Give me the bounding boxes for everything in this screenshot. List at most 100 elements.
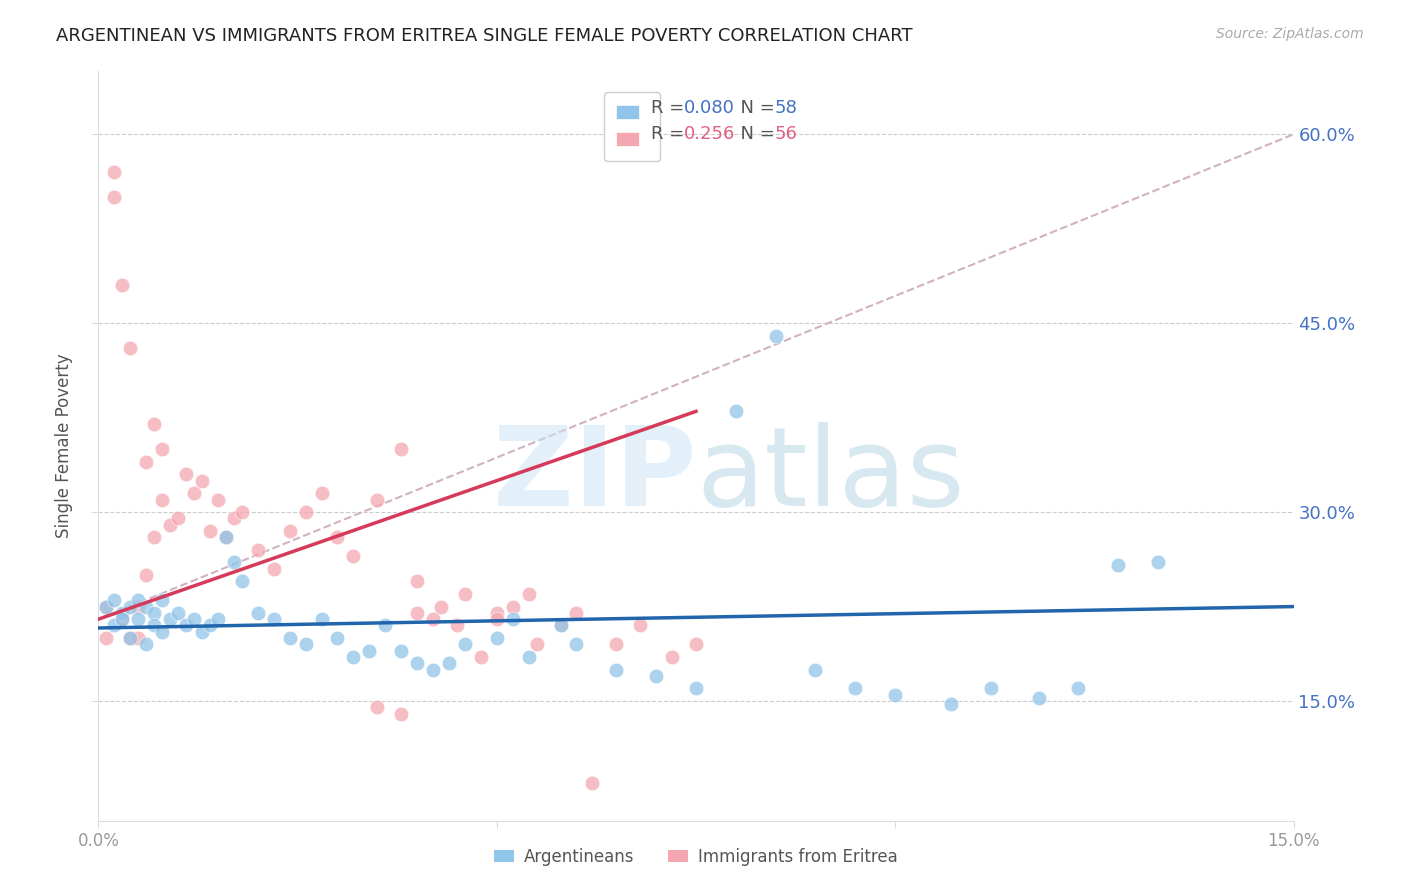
Point — [342, 649, 364, 664]
Text: R =: R = — [651, 99, 689, 117]
Point — [135, 637, 157, 651]
Point — [127, 612, 149, 626]
Point — [517, 649, 540, 664]
Point — [207, 612, 229, 626]
Point — [406, 574, 429, 589]
Point — [311, 486, 333, 500]
Point — [502, 599, 524, 614]
Point — [215, 530, 238, 544]
Point — [939, 697, 962, 711]
Point — [135, 568, 157, 582]
Point — [724, 404, 747, 418]
Point — [263, 612, 285, 626]
Point — [605, 663, 627, 677]
Point — [422, 612, 444, 626]
Point — [565, 606, 588, 620]
Point — [581, 776, 603, 790]
Point — [804, 663, 827, 677]
Point — [198, 618, 221, 632]
Point — [422, 663, 444, 677]
Point — [103, 190, 125, 204]
Point — [502, 612, 524, 626]
Point — [103, 618, 125, 632]
Point — [143, 606, 166, 620]
Point — [1028, 691, 1050, 706]
Point — [231, 574, 253, 589]
Point — [326, 530, 349, 544]
Point — [127, 631, 149, 645]
Point — [278, 631, 301, 645]
Point — [103, 165, 125, 179]
Point — [326, 631, 349, 645]
Point — [406, 657, 429, 671]
Point — [191, 474, 214, 488]
Point — [231, 505, 253, 519]
Point — [565, 637, 588, 651]
Point — [374, 618, 396, 632]
Point — [167, 511, 190, 525]
Point — [143, 530, 166, 544]
Point — [550, 618, 572, 632]
Point — [406, 606, 429, 620]
Point — [96, 599, 118, 614]
Text: 56: 56 — [775, 125, 797, 143]
Point — [454, 587, 477, 601]
Point — [454, 637, 477, 651]
Point — [485, 606, 508, 620]
Point — [246, 606, 269, 620]
Point — [183, 612, 205, 626]
Point — [150, 442, 173, 457]
Point — [470, 649, 492, 664]
Point — [1147, 556, 1170, 570]
Text: 0.080: 0.080 — [685, 99, 735, 117]
Point — [342, 549, 364, 564]
Point — [661, 649, 683, 664]
Point — [430, 599, 453, 614]
Point — [605, 637, 627, 651]
Text: N =: N = — [730, 125, 780, 143]
Point — [1067, 681, 1090, 696]
Point — [294, 505, 316, 519]
Point — [485, 631, 508, 645]
Point — [96, 599, 118, 614]
Point — [389, 442, 412, 457]
Point — [135, 599, 157, 614]
Point — [103, 593, 125, 607]
Point — [183, 486, 205, 500]
Point — [366, 492, 388, 507]
Point — [263, 562, 285, 576]
Point — [127, 599, 149, 614]
Point — [389, 706, 412, 721]
Point — [222, 556, 245, 570]
Point — [645, 669, 668, 683]
Point — [765, 328, 787, 343]
Point — [311, 612, 333, 626]
Legend: Argentineans, Immigrants from Eritrea: Argentineans, Immigrants from Eritrea — [488, 841, 904, 872]
Point — [150, 624, 173, 639]
Point — [366, 700, 388, 714]
Point — [437, 657, 460, 671]
Point — [222, 511, 245, 525]
Point — [191, 624, 214, 639]
Y-axis label: Single Female Poverty: Single Female Poverty — [55, 354, 73, 538]
Text: N =: N = — [730, 99, 780, 117]
Text: R =: R = — [651, 125, 689, 143]
Point — [550, 618, 572, 632]
Text: atlas: atlas — [696, 423, 965, 530]
Point — [1107, 558, 1129, 572]
Point — [120, 631, 142, 645]
Point — [517, 587, 540, 601]
Point — [120, 342, 142, 356]
Point — [980, 681, 1002, 696]
Text: ARGENTINEAN VS IMMIGRANTS FROM ERITREA SINGLE FEMALE POVERTY CORRELATION CHART: ARGENTINEAN VS IMMIGRANTS FROM ERITREA S… — [56, 27, 912, 45]
Text: ZIP: ZIP — [492, 423, 696, 530]
Text: 58: 58 — [775, 99, 797, 117]
Point — [198, 524, 221, 538]
Point — [844, 681, 866, 696]
Point — [143, 417, 166, 431]
Point — [359, 643, 381, 657]
Point — [446, 618, 468, 632]
Point — [150, 492, 173, 507]
Point — [207, 492, 229, 507]
Point — [159, 517, 181, 532]
